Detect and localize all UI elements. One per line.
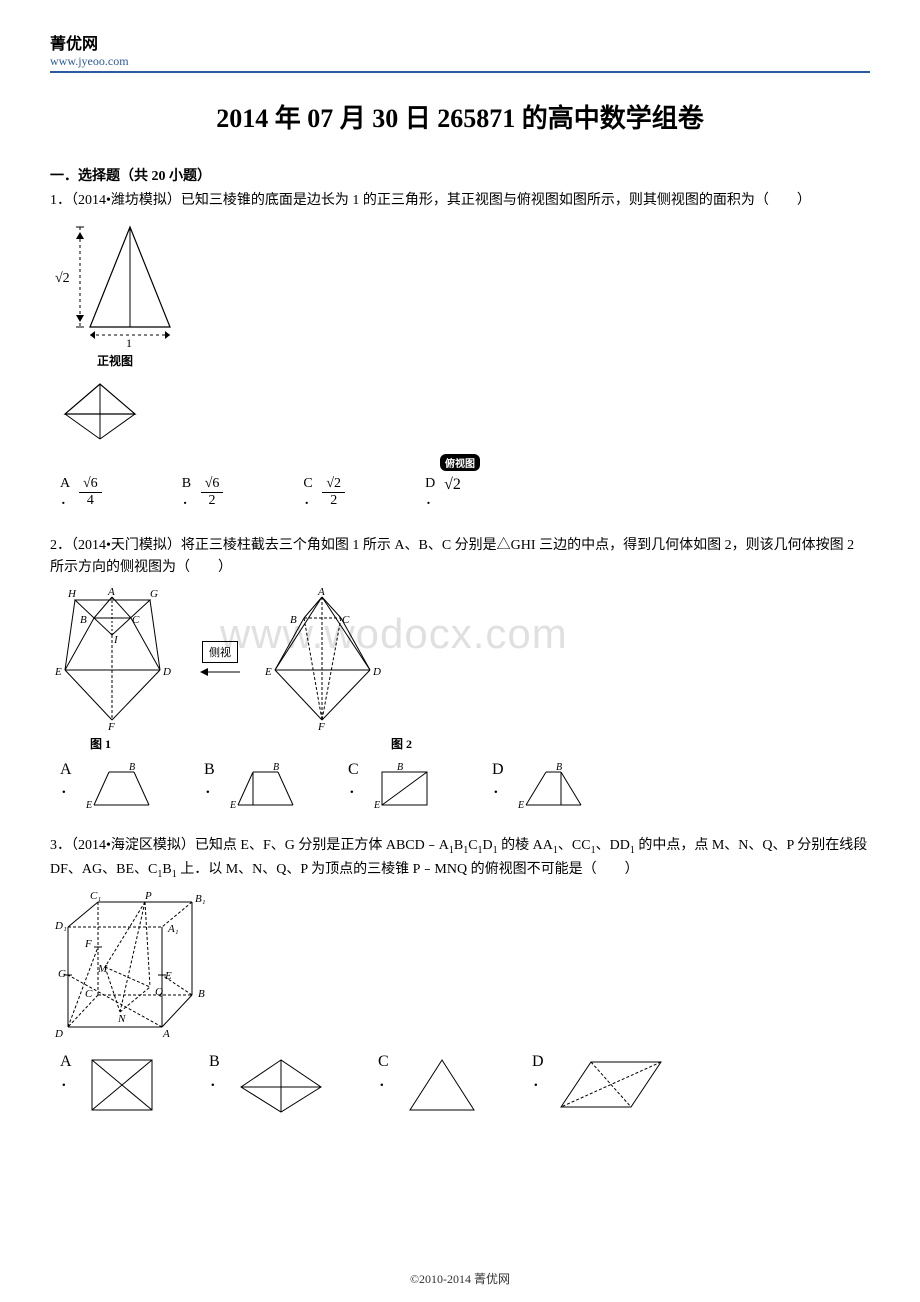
svg-text:E: E bbox=[229, 800, 236, 810]
q2-fig2-svg: A B C E D F bbox=[260, 585, 390, 735]
q3-options: A． B． C． D． bbox=[60, 1052, 870, 1117]
svg-text:B: B bbox=[129, 762, 135, 773]
svg-text:G: G bbox=[150, 588, 158, 600]
q1-option-c: C． √22 bbox=[303, 476, 345, 510]
page-footer: ©2010-2014 菁优网 bbox=[0, 1270, 920, 1287]
section-header: 一．选择题（共 20 小题） bbox=[50, 165, 870, 185]
q2-options: A． B E B． B E C． bbox=[60, 760, 870, 810]
svg-text:B: B bbox=[290, 614, 297, 626]
q2-option-a: A． B E bbox=[60, 760, 154, 810]
side-view-arrow: 侧视 bbox=[200, 641, 240, 678]
svg-text:F: F bbox=[107, 721, 115, 733]
svg-text:A: A bbox=[317, 586, 325, 598]
svg-text:D: D bbox=[162, 666, 171, 678]
q1-option-b: B． √62 bbox=[182, 476, 224, 510]
q3-cube-svg: C₁ P B₁ D₁ A₁ F G M E Q B C N A D bbox=[50, 887, 220, 1047]
site-name: 菁优网 bbox=[50, 30, 870, 54]
question-2-text: 2．（2014•天门模拟）将正三棱柱截去三个角如图 1 所示 A、B、C 分别是… bbox=[50, 535, 870, 580]
svg-text:B: B bbox=[80, 614, 87, 626]
q3-option-c: C． bbox=[378, 1052, 482, 1117]
svg-text:E: E bbox=[54, 666, 62, 678]
q3-figure: C₁ P B₁ D₁ A₁ F G M E Q B C N A D bbox=[50, 887, 870, 1047]
q3-option-d: D． bbox=[532, 1052, 666, 1117]
question-3-text: 3．（2014•海淀区模拟）已知点 E、F、G 分别是正方体 ABCD﹣A1B1… bbox=[50, 835, 870, 883]
svg-text:C: C bbox=[85, 988, 93, 1000]
svg-text:B: B bbox=[556, 762, 562, 773]
svg-text:B: B bbox=[397, 762, 403, 773]
front-view-caption: 正视图 bbox=[50, 352, 180, 369]
svg-text:D: D bbox=[372, 666, 381, 678]
front-view-svg: √2 1 bbox=[50, 217, 180, 352]
page-title: 2014 年 07 月 30 日 265871 的高中数学组卷 bbox=[50, 98, 870, 135]
q2-figures: H A G B C I E D F 侧视 bbox=[50, 585, 870, 735]
svg-text:E: E bbox=[373, 800, 380, 810]
site-url: www.jyeoo.com bbox=[50, 54, 870, 69]
svg-text:C: C bbox=[342, 614, 350, 626]
svg-text:A₁: A₁ bbox=[167, 923, 179, 935]
svg-text:D: D bbox=[54, 1028, 63, 1040]
svg-text:G: G bbox=[58, 968, 66, 980]
svg-text:D₁: D₁ bbox=[54, 920, 67, 932]
q2-fig-captions: 图 1 图 2 bbox=[90, 735, 870, 752]
svg-text:B₁: B₁ bbox=[195, 893, 206, 905]
q2-option-b: B． B E bbox=[204, 760, 298, 810]
svg-text:A: A bbox=[107, 586, 115, 598]
svg-text:1: 1 bbox=[126, 336, 132, 350]
svg-text:√2: √2 bbox=[55, 271, 70, 286]
q3-option-b: B． bbox=[209, 1052, 328, 1117]
svg-text:F: F bbox=[317, 721, 325, 733]
q1-option-d: D． √2 bbox=[425, 476, 461, 510]
q2-option-d: D． B E bbox=[492, 760, 586, 810]
svg-text:N: N bbox=[117, 1013, 126, 1025]
svg-text:E: E bbox=[85, 800, 92, 810]
svg-text:M: M bbox=[97, 963, 108, 975]
q1-option-a: A． √64 bbox=[60, 476, 102, 510]
svg-text:H: H bbox=[67, 588, 77, 600]
question-1-text: 1．（2014•潍坊模拟）已知三棱锥的底面是边长为 1 的正三角形，其正视图与俯… bbox=[50, 190, 870, 212]
top-view-svg bbox=[50, 374, 150, 454]
q2-fig1-svg: H A G B C I E D F bbox=[50, 585, 180, 735]
q1-options: A． √64 B． √62 C． √22 D． √2 bbox=[60, 476, 870, 510]
svg-text:B: B bbox=[273, 762, 279, 773]
q3-option-a: A． bbox=[60, 1052, 159, 1117]
page-header: 菁优网 www.jyeoo.com bbox=[50, 30, 870, 73]
q2-option-c: C． B E bbox=[348, 760, 442, 810]
q1-figure-front: √2 1 正视图 bbox=[50, 217, 870, 369]
svg-text:E: E bbox=[517, 800, 524, 810]
svg-text:I: I bbox=[113, 634, 119, 646]
svg-text:E: E bbox=[164, 970, 172, 982]
svg-text:E: E bbox=[264, 666, 272, 678]
top-view-caption: 俯视图 bbox=[440, 454, 480, 471]
svg-text:B: B bbox=[198, 988, 205, 1000]
svg-text:F: F bbox=[84, 938, 92, 950]
q1-figure-top: 俯视图 bbox=[50, 374, 870, 471]
svg-text:A: A bbox=[162, 1028, 170, 1040]
svg-text:P: P bbox=[144, 890, 152, 902]
svg-text:C₁: C₁ bbox=[90, 890, 101, 902]
